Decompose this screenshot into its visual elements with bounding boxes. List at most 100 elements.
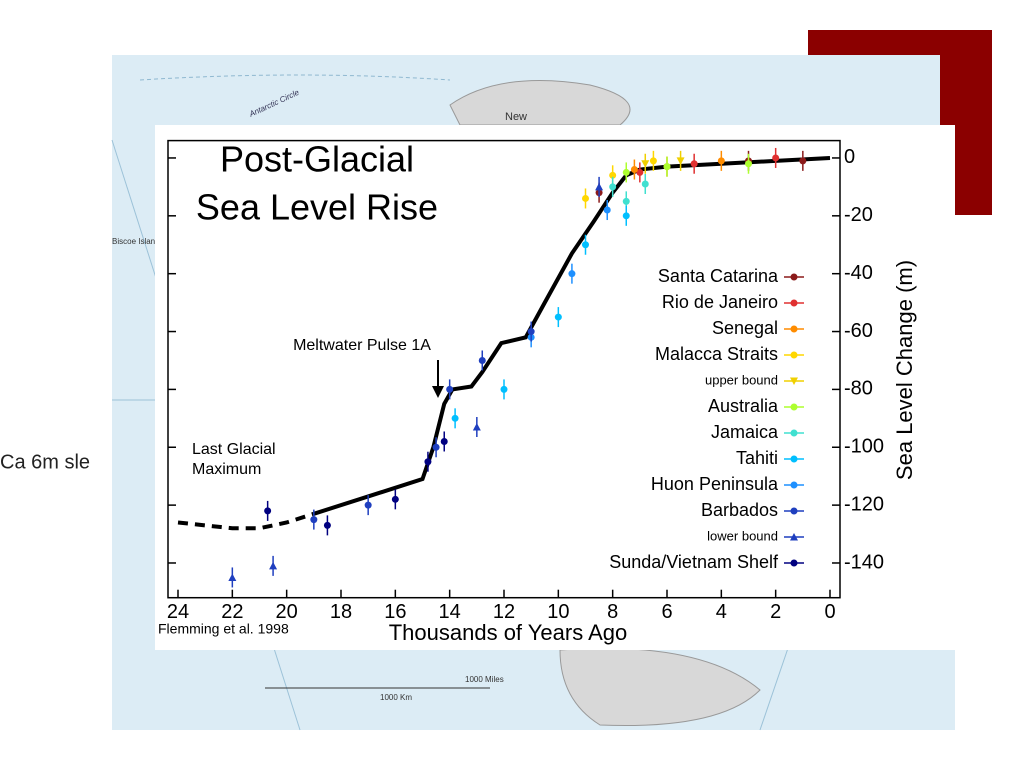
data-point <box>641 180 649 188</box>
x-tick-label: 12 <box>493 601 515 623</box>
legend-marker <box>790 299 798 307</box>
data-point <box>310 516 318 524</box>
data-point <box>630 166 638 174</box>
x-tick-label: 6 <box>661 601 672 623</box>
legend-label: lower bound <box>707 528 778 543</box>
data-point <box>264 507 272 515</box>
x-tick-label: 22 <box>221 601 243 623</box>
annotation: Maximum <box>192 461 261 478</box>
data-point <box>649 157 657 165</box>
map-label: New <box>505 111 527 123</box>
data-point <box>391 495 399 503</box>
data-point <box>424 458 432 466</box>
x-tick-label: 18 <box>330 601 352 623</box>
data-point <box>568 270 576 278</box>
data-point <box>595 182 604 191</box>
data-point <box>717 157 725 165</box>
legend-marker <box>790 351 798 359</box>
legend-marker <box>790 507 798 515</box>
data-point <box>472 423 481 431</box>
data-point <box>500 385 508 393</box>
legend-marker <box>790 325 798 333</box>
y-tick-label: -40 <box>844 262 873 284</box>
data-point <box>582 194 589 202</box>
x-tick-label: 24 <box>167 601 189 623</box>
legend-label: Jamaica <box>711 422 779 442</box>
map-label: 1000 Miles <box>465 675 504 684</box>
data-point <box>323 521 331 529</box>
data-point <box>772 154 780 162</box>
map-land <box>559 647 761 727</box>
data-point <box>636 168 644 176</box>
legend-marker <box>790 377 798 385</box>
legend-marker <box>790 273 798 281</box>
data-point <box>609 183 617 191</box>
sea-level-curve <box>313 155 831 516</box>
x-tick-label: 20 <box>276 601 298 623</box>
legend-label: Australia <box>708 396 779 416</box>
x-tick-label: 2 <box>770 601 781 623</box>
y-tick-label: -60 <box>844 320 873 342</box>
data-point <box>478 356 486 364</box>
y-tick-label: -100 <box>844 436 884 458</box>
y-tick-label: 0 <box>844 146 855 168</box>
map-label: 1000 Km <box>380 693 412 702</box>
data-point <box>432 443 440 451</box>
y-tick-label: -20 <box>844 204 873 226</box>
legend-label: Santa Catarina <box>658 266 779 286</box>
sea-level-curve <box>177 511 315 531</box>
title: Post-Glacial <box>220 139 414 180</box>
data-point <box>609 171 617 179</box>
annotation: Meltwater Pulse 1A <box>293 337 431 354</box>
annotation: Flemming et al. 1998 <box>158 621 289 637</box>
legend-label: upper bound <box>705 372 778 387</box>
data-point <box>554 313 562 321</box>
y-tick-label: -80 <box>844 378 873 400</box>
data-point <box>622 212 630 220</box>
data-point <box>582 241 589 249</box>
data-point <box>622 168 630 176</box>
legend-label: Tahiti <box>736 448 778 468</box>
data-point <box>799 157 807 165</box>
title: Sea Level Rise <box>196 187 438 228</box>
legend-marker <box>790 429 798 437</box>
x-tick-label: 10 <box>547 601 569 623</box>
annotation: Last Glacial <box>192 441 276 458</box>
slide-text: Ca 6m sle <box>0 451 90 473</box>
annotation-arrow <box>432 386 444 398</box>
legend-marker <box>790 533 798 541</box>
data-point <box>440 437 448 445</box>
x-tick-label: 14 <box>439 601 461 623</box>
data-point <box>451 414 459 422</box>
chart: 24 22 20 18 16 14 12 10 8 6 4 2 00-20-40-60-80-100-1… <box>158 139 917 645</box>
data-point <box>446 385 454 393</box>
map-land <box>449 80 631 126</box>
chart-background <box>155 125 955 650</box>
data-point <box>745 160 752 168</box>
data-point <box>603 206 611 214</box>
legend-label: Sunda/Vietnam Shelf <box>609 552 779 572</box>
x-tick-label: 0 <box>824 601 835 623</box>
data-point <box>622 197 630 205</box>
x-tick-label: 8 <box>607 601 618 623</box>
map-label: Biscoe Islands <box>112 237 164 246</box>
legend-marker <box>790 455 798 463</box>
y-tick-label: -140 <box>844 551 884 573</box>
x-axis-label: Thousands of Years Ago <box>389 620 628 645</box>
legend-marker <box>790 403 798 411</box>
x-tick-label: 16 <box>384 601 406 623</box>
legend-marker <box>790 481 798 489</box>
y-axis-label: Sea Level Change (m) <box>892 260 917 480</box>
legend-label: Huon Peninsula <box>651 474 779 494</box>
data-point <box>641 160 650 168</box>
x-tick-label: 4 <box>716 601 727 623</box>
map-circle-line <box>139 74 451 81</box>
legend-marker <box>790 559 798 567</box>
data-point <box>228 573 237 581</box>
legend-label: Rio de Janeiro <box>662 292 778 312</box>
data-point <box>676 157 685 165</box>
legend-label: Malacca Straits <box>655 344 778 364</box>
data-point <box>663 163 671 171</box>
y-tick-label: -120 <box>844 493 884 515</box>
